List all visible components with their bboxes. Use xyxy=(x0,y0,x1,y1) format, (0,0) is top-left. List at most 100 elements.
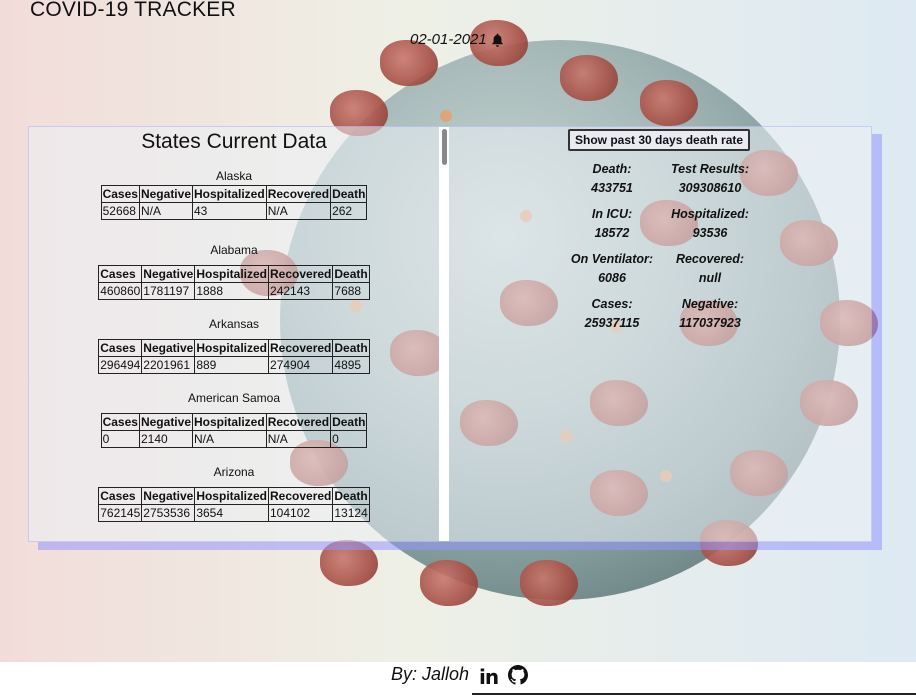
stat-hospitalized: Hospitalized: 93536 xyxy=(655,205,765,243)
table-header-row: Cases Negative Hospitalized Recovered De… xyxy=(98,487,370,505)
col-cases: Cases xyxy=(100,413,140,431)
stat-cases: Cases: 25937115 xyxy=(557,295,667,333)
cell-hospitalized: 3654 xyxy=(194,504,269,522)
stat-value: null xyxy=(698,271,722,285)
stat-label: Test Results: xyxy=(670,162,750,176)
cell-negative: N/A xyxy=(138,202,194,220)
stat-label: Hospitalized: xyxy=(671,207,749,221)
linkedin-icon[interactable]: in xyxy=(479,665,499,689)
cell-recovered: N/A xyxy=(265,430,332,448)
state-name: Arizona xyxy=(213,465,255,479)
stat-value: 93536 xyxy=(692,226,728,240)
stat-in-icu: In ICU: 18572 xyxy=(557,205,667,243)
cell-recovered: N/A xyxy=(265,202,332,220)
cell-death: 13124 xyxy=(332,504,370,522)
table-row: 0 2140 N/A N/A 0 xyxy=(100,430,368,448)
col-hospitalized: Hospitalized xyxy=(192,185,267,203)
col-negative: Negative xyxy=(141,339,196,357)
stat-value: 433751 xyxy=(591,181,633,195)
table-row: 762145 2753536 3654 104102 13124 xyxy=(98,504,370,522)
col-negative: Negative xyxy=(141,265,196,283)
col-death: Death xyxy=(330,413,368,431)
col-negative: Negative xyxy=(141,487,196,505)
col-recovered: Recovered xyxy=(265,413,332,431)
state-card-american-samoa: American Samoa Cases Negative Hospitaliz… xyxy=(29,389,439,448)
state-table: Cases Negative Hospitalized Recovered De… xyxy=(100,185,368,220)
stat-value: 6086 xyxy=(598,271,626,285)
cell-death: 262 xyxy=(330,202,368,220)
cell-negative: 1781197 xyxy=(141,282,196,300)
national-stats: Show past 30 days death rate Death: 4337… xyxy=(449,127,871,541)
stat-value: 309308610 xyxy=(678,181,742,195)
cell-recovered: 242143 xyxy=(268,282,334,300)
stat-recovered: Recovered: null xyxy=(655,250,765,288)
stat-label: Cases: xyxy=(591,297,633,311)
author-byline: By: Jalloh xyxy=(391,664,470,684)
table-header-row: Cases Negative Hospitalized Recovered De… xyxy=(98,339,370,357)
col-recovered: Recovered xyxy=(268,339,334,357)
current-date: 02-01-2021 xyxy=(410,31,487,48)
stat-label: On Ventilator: xyxy=(570,252,654,266)
table-header-row: Cases Negative Hospitalized Recovered De… xyxy=(100,413,368,431)
app-title: COVID-19 TRACKER xyxy=(30,0,236,21)
states-list[interactable]: States Current Data Alaska Cases Negativ… xyxy=(29,127,439,541)
data-panel: States Current Data Alaska Cases Negativ… xyxy=(28,126,872,542)
cell-hospitalized: 889 xyxy=(194,356,270,374)
bell-icon[interactable] xyxy=(490,32,505,48)
stat-value: 25937115 xyxy=(584,316,640,330)
cell-death: 7688 xyxy=(332,282,370,300)
cell-negative: 2140 xyxy=(138,430,194,448)
cell-recovered: 274904 xyxy=(268,356,334,374)
past-30-days-button[interactable]: Show past 30 days death rate xyxy=(568,129,751,151)
state-table: Cases Negative Hospitalized Recovered De… xyxy=(98,339,370,374)
stat-value: 18572 xyxy=(594,226,630,240)
stat-on-ventilator: On Ventilator: 6086 xyxy=(557,250,667,288)
col-death: Death xyxy=(330,185,368,203)
col-recovered: Recovered xyxy=(265,185,332,203)
col-hospitalized: Hospitalized xyxy=(192,413,267,431)
state-name: Alaska xyxy=(215,169,253,183)
col-recovered: Recovered xyxy=(267,487,334,505)
cell-hospitalized: 1888 xyxy=(194,282,270,300)
virus-spike xyxy=(640,80,698,126)
stat-test-results: Test Results: 309308610 xyxy=(655,160,765,198)
stat-value: 117037923 xyxy=(679,316,741,330)
state-table: Cases Negative Hospitalized Recovered De… xyxy=(98,265,370,300)
states-scrollbar[interactable] xyxy=(439,127,449,541)
col-cases: Cases xyxy=(98,339,143,357)
state-table: Cases Negative Hospitalized Recovered De… xyxy=(100,413,368,448)
cell-hospitalized: N/A xyxy=(192,430,267,448)
states-title: States Current Data xyxy=(141,130,327,153)
col-cases: Cases xyxy=(98,265,143,283)
stat-death: Death: 433751 xyxy=(557,160,667,198)
col-hospitalized: Hospitalized xyxy=(194,487,269,505)
col-cases: Cases xyxy=(98,487,143,505)
col-recovered: Recovered xyxy=(268,265,334,283)
col-death: Death xyxy=(332,487,370,505)
cell-negative: 2201961 xyxy=(141,356,196,374)
state-card-arizona: Arizona Cases Negative Hospitalized Reco… xyxy=(29,463,439,522)
col-cases: Cases xyxy=(100,185,140,203)
table-row: 52668 N/A 43 N/A 262 xyxy=(100,202,368,220)
col-hospitalized: Hospitalized xyxy=(194,339,270,357)
state-card-alaska: Alaska Cases Negative Hospitalized Recov… xyxy=(29,167,439,220)
table-header-row: Cases Negative Hospitalized Recovered De… xyxy=(100,185,368,203)
footer-divider xyxy=(472,693,916,695)
state-name: Alabama xyxy=(210,243,258,257)
cell-death: 0 xyxy=(330,430,368,448)
virus-spike xyxy=(320,540,378,586)
col-negative: Negative xyxy=(138,185,194,203)
virus-spike xyxy=(560,55,618,101)
cell-cases: 52668 xyxy=(100,202,140,220)
col-death: Death xyxy=(332,265,370,283)
stat-label: In ICU: xyxy=(591,207,633,221)
cell-hospitalized: 43 xyxy=(192,202,267,220)
table-row: 296494 2201961 889 274904 4895 xyxy=(98,356,370,374)
scrollbar-thumb[interactable] xyxy=(442,129,447,165)
github-icon[interactable] xyxy=(508,665,528,685)
virus-spike xyxy=(380,40,438,86)
cell-negative: 2753536 xyxy=(141,504,196,522)
virus-spike xyxy=(420,560,478,606)
state-card-alabama: Alabama Cases Negative Hospitalized Reco… xyxy=(29,241,439,300)
cell-death: 4895 xyxy=(332,356,370,374)
